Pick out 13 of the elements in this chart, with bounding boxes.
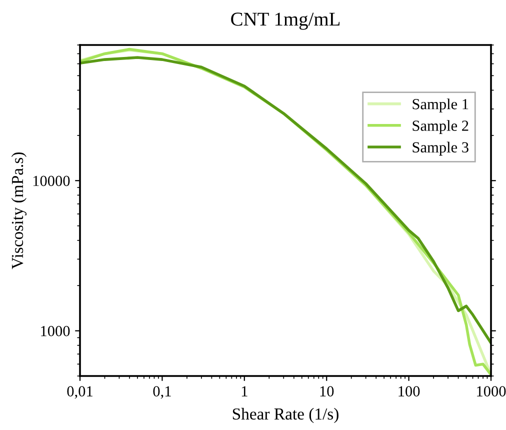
x-tick-label: 0,1 bbox=[153, 386, 171, 399]
x-axis-title: Shear Rate (1/s) bbox=[232, 408, 338, 424]
x-tick-label: 1000 bbox=[477, 386, 506, 396]
x-tick-label: 100 bbox=[398, 386, 420, 396]
legend-label: Sample 2 bbox=[412, 120, 468, 134]
y-tick-label: 10000 bbox=[33, 176, 70, 186]
x-tick-label: 10 bbox=[320, 386, 334, 396]
chart-title: CNT 1mg/mL bbox=[231, 12, 340, 30]
legend-label: Sample 3 bbox=[412, 142, 468, 156]
legend-label: Sample 1 bbox=[412, 98, 468, 112]
x-tick-label: 0,01 bbox=[67, 386, 92, 399]
x-tick-label: 1 bbox=[242, 386, 248, 396]
y-axis-title: Viscosity (mPa.s) bbox=[11, 152, 27, 270]
